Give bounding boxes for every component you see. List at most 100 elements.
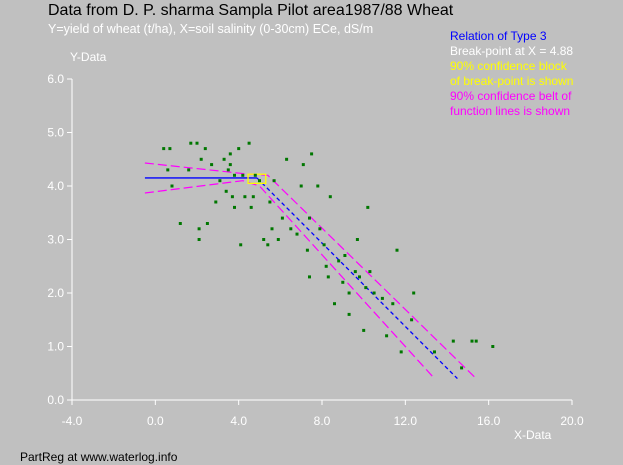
data-point (347, 312, 351, 316)
data-point (280, 216, 284, 220)
legend-confidence-block-line1: 90% confidence block (450, 59, 567, 73)
data-point (199, 157, 203, 161)
legend-relation-type: Relation of Type 3 (450, 29, 547, 43)
data-point (258, 179, 261, 183)
data-point (372, 291, 376, 295)
data-point (205, 222, 209, 225)
data-point (451, 339, 455, 343)
fit-line-sloped-segment (256, 177, 458, 380)
data-point (333, 302, 336, 306)
legend-breakpoint: Break-point at X = 4.88 (450, 44, 574, 58)
data-point (189, 141, 193, 145)
data-point (337, 259, 341, 263)
y-tick-label: 4.0 (47, 179, 64, 193)
x-tick-label: 16.0 (477, 414, 501, 428)
data-point (364, 286, 368, 290)
data-point (237, 147, 241, 151)
data-point (226, 168, 230, 172)
data-point (210, 163, 214, 167)
data-point (276, 238, 280, 241)
data-point (460, 366, 464, 370)
chart-title: Data from D. P. sharma Sampla Pilot area… (48, 2, 454, 19)
data-point (230, 195, 234, 199)
data-point (301, 163, 305, 167)
x-axis-label: X-Data (514, 428, 552, 442)
confidence-belt-upper (144, 162, 477, 380)
y-tick-label: 1.0 (47, 340, 64, 354)
data-point (358, 275, 361, 279)
data-point (166, 168, 170, 172)
x-tick-label: 8.0 (314, 414, 331, 428)
data-point (399, 350, 403, 354)
data-point (305, 248, 309, 252)
data-point (322, 243, 326, 247)
data-point (197, 227, 201, 231)
data-point (222, 157, 226, 161)
x-tick-label: 12.0 (394, 414, 418, 428)
data-point (289, 227, 293, 231)
data-point (308, 216, 311, 220)
data-point (268, 200, 272, 204)
data-point (262, 238, 266, 241)
data-point (249, 205, 253, 209)
data-point (410, 318, 414, 322)
footer-credit: PartReg at www.waterlog.info (20, 450, 178, 464)
data-point (324, 264, 328, 268)
data-point (170, 184, 174, 188)
x-tick-label: 20.0 (560, 414, 584, 428)
y-tick-label: 0.0 (47, 393, 64, 407)
data-point (326, 275, 330, 279)
data-point (343, 254, 347, 257)
x-tick-label: 4.0 (230, 414, 247, 428)
data-point (239, 243, 243, 247)
data-point (178, 222, 182, 225)
data-point (316, 184, 320, 188)
data-point (308, 275, 311, 279)
data-point (362, 328, 366, 332)
data-point (328, 195, 332, 199)
legend-confidence-belt-line2: function lines is shown (450, 104, 571, 118)
data-point (272, 179, 276, 183)
data-point (433, 350, 436, 354)
data-point (228, 152, 232, 156)
data-point (318, 227, 322, 231)
data-point (266, 243, 270, 247)
data-point (353, 270, 357, 274)
data-point (241, 173, 245, 177)
data-point (224, 189, 228, 193)
data-point (251, 195, 255, 199)
data-point (341, 280, 345, 284)
y-tick-label: 2.0 (47, 286, 64, 300)
data-point (295, 232, 299, 236)
chart-subtitle: Y=yield of wheat (t/ha), X=soil salinity… (48, 22, 374, 36)
data-point (491, 345, 495, 348)
data-point (310, 152, 314, 156)
breakpoint-confidence-block (247, 173, 267, 184)
data-point (395, 248, 399, 252)
data-point (366, 205, 370, 209)
data-point (299, 184, 303, 188)
data-point (380, 296, 384, 300)
data-point (412, 291, 416, 295)
data-point (243, 195, 247, 199)
y-tick-label: 3.0 (47, 233, 64, 247)
x-tick-label: 0.0 (147, 414, 164, 428)
data-point (203, 147, 207, 151)
data-point (197, 238, 201, 241)
data-point (347, 291, 351, 295)
data-point (391, 302, 395, 306)
data-point (195, 141, 199, 145)
data-point (218, 179, 222, 183)
data-point (214, 200, 218, 204)
confidence-belt-lower (144, 180, 435, 380)
y-axis-label: Y-Data (70, 50, 107, 64)
data-point (285, 157, 289, 161)
data-point (233, 205, 236, 209)
data-point (270, 227, 274, 231)
legend: Relation of Type 3 Break-point at X = 4.… (450, 29, 573, 119)
data-point (253, 173, 257, 177)
data-point (162, 147, 166, 151)
x-tick-label: -4.0 (62, 414, 83, 428)
data-point (474, 339, 478, 343)
